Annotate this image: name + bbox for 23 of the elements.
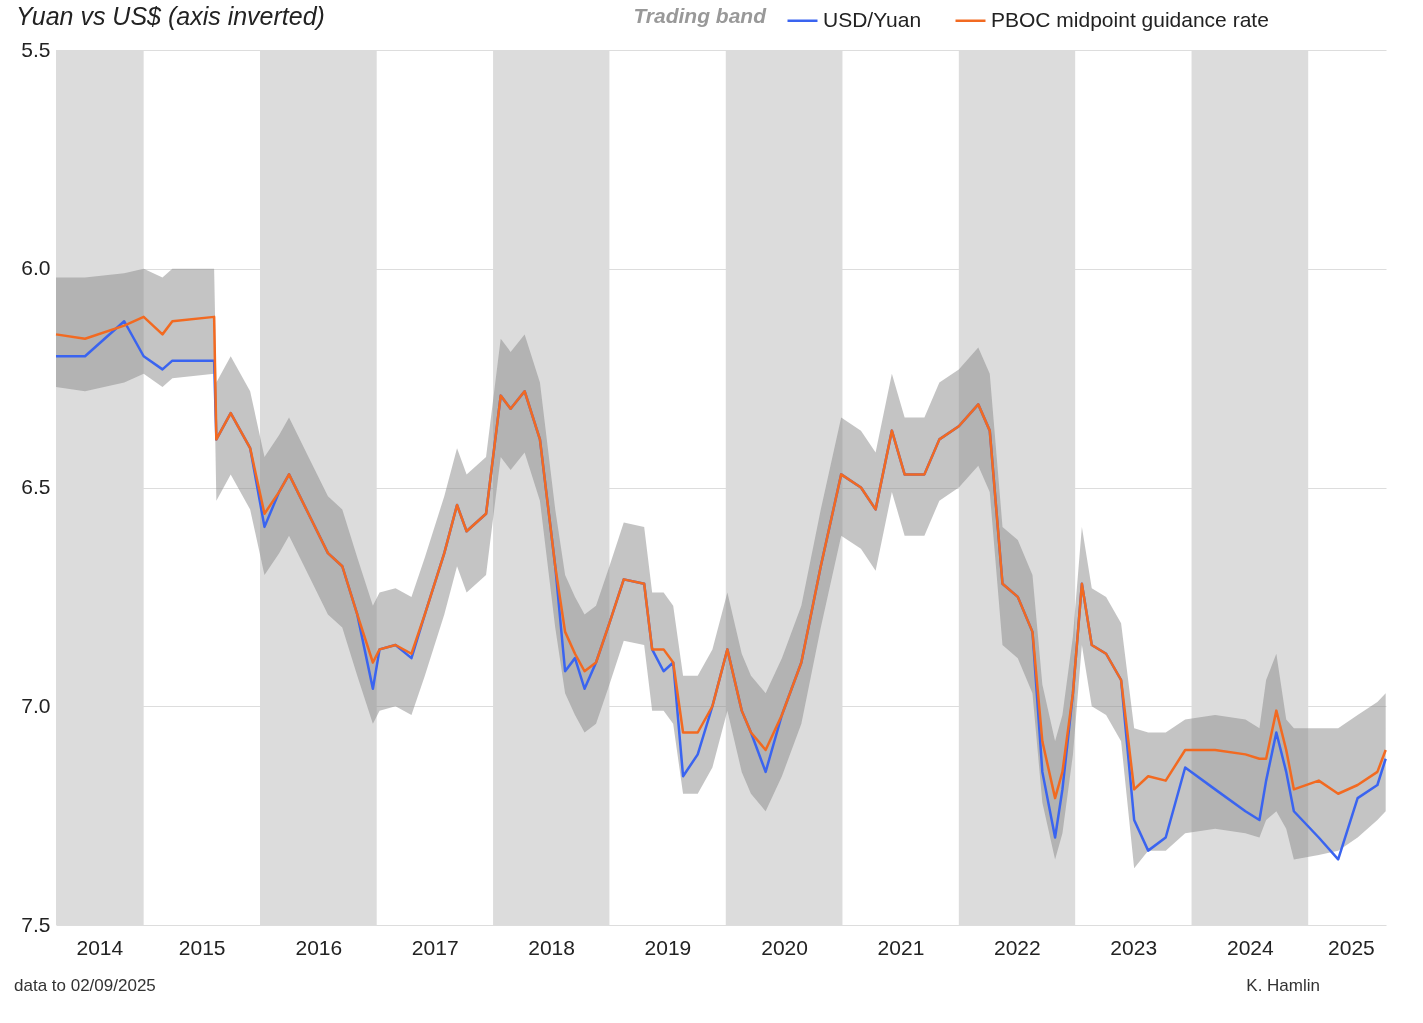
- x-tick-label: 2019: [644, 935, 692, 959]
- text: Trading band: [633, 4, 768, 27]
- y-tick-label: 7.0: [21, 693, 51, 717]
- x-tick-label: 2015: [178, 935, 226, 959]
- text: data to 02/09/2025: [14, 976, 156, 996]
- x-tick-label: 2022: [993, 935, 1041, 959]
- text: K. Hamlin: [1246, 976, 1320, 996]
- y-tick-label: 6.5: [21, 475, 51, 498]
- x-tick-label: 2025: [1328, 935, 1375, 959]
- x-tick-label: 2016: [295, 935, 343, 959]
- chart-title: Yuan vs US$ (axis inverted): [16, 2, 325, 30]
- x-tick-label: 2017: [411, 935, 459, 959]
- x-tick-label: 2014: [76, 935, 124, 959]
- x-tick-label: 2023: [1110, 935, 1158, 959]
- y-tick-label: 7.5: [21, 912, 51, 936]
- legend-label: USD/Yuan: [823, 7, 922, 31]
- y-tick-label: 5.5: [21, 37, 51, 61]
- x-tick-label: 2018: [528, 935, 575, 959]
- legend-label: PBOC midpoint guidance rate: [991, 7, 1269, 31]
- x-tick-label: 2021: [877, 935, 925, 959]
- x-tick-label: 2024: [1227, 935, 1275, 959]
- x-tick-label: 2020: [761, 935, 808, 959]
- y-tick-label: 6.0: [21, 256, 51, 280]
